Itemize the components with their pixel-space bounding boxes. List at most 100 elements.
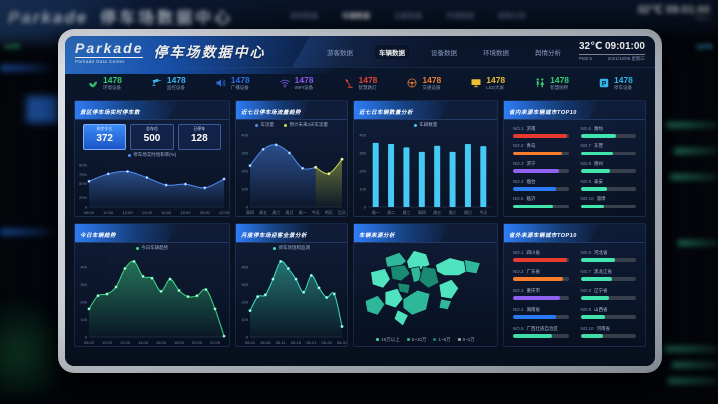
top10-bar-track (580, 296, 636, 300)
stat-value: 1478 (550, 74, 570, 85)
parking-stat-box: 剩余车位 372 (83, 124, 127, 150)
top10-item: NO.7 黑龙江省 (580, 265, 636, 284)
svg-text:周二: 周二 (387, 209, 395, 215)
top10-item: NO.9 山西省 (580, 303, 636, 322)
panels-grid: 景区停车场实时停车数 剩余车位 372 总车位 500 已停车 128 停车场实时饱… (65, 98, 655, 366)
stat-label: 智慧路灯 (358, 84, 377, 90)
shandong-map: 10万以上 5~10万 1~5万 0~1万 (354, 243, 497, 346)
top10-bar-track (580, 187, 636, 191)
panel-title-bar: 近七日车辆数量分析 (354, 101, 497, 120)
legend-dot (406, 338, 410, 341)
top10-bar-track (513, 187, 569, 191)
stat-box-value: 372 (96, 132, 113, 144)
svg-text:200: 200 (359, 169, 366, 174)
background-blur-bar (668, 378, 718, 384)
svg-text:P: P (602, 81, 607, 88)
steering-wheel-icon (407, 78, 417, 88)
nav-item[interactable]: 设备数据 (430, 49, 457, 57)
svg-text:20%: 20% (79, 195, 87, 200)
top10-label: NO.8 德州 (580, 160, 604, 166)
top10-bar-track (513, 204, 569, 209)
monthly-area-chart: 400 300 200 100 0 08-01 08-06 08-11 08-16 08-21 08… (236, 253, 347, 346)
sprout-icon (89, 81, 97, 88)
map-region (402, 289, 431, 316)
svg-text:10:00: 10:00 (102, 340, 113, 345)
monitor-frame: Parkade Parkade Data Center 停车场数据中心 游客数据… (58, 29, 662, 373)
background-title: 停车场数据中心 (100, 10, 234, 27)
nav-item[interactable]: 环境数据 (482, 49, 509, 57)
top10-list-inner: NO.1 济南 NO.2 青岛 NO.3 济宁 NO.4 烟台 NO.5 临沂 NO.6 潍… (504, 120, 645, 216)
top10-bar-fill (513, 258, 567, 262)
svg-text:400: 400 (241, 133, 248, 138)
panel-title: 车辆来源分析 (359, 233, 396, 239)
background-nav-item: 车辆数据 (342, 13, 370, 20)
background-brand: Parkade (8, 8, 89, 27)
top10-bar-fill (513, 277, 563, 281)
top10-bar-fill (580, 315, 606, 319)
top10-bar-track (513, 296, 569, 300)
top10-item: NO.6 潍坊 (580, 123, 636, 141)
svg-text:22:00: 22:00 (219, 210, 229, 215)
main-nav: 游客数据 车辆数据 设备数据 环境数据 舆情分析 (323, 44, 565, 59)
top10-item: NO.8 德州 (580, 158, 636, 176)
background-left-value: 1478 (4, 44, 20, 51)
legend-item: 停车场实时饱和率(%) (127, 152, 176, 158)
svg-text:周六: 周六 (272, 209, 280, 215)
panel-title: 近七日车辆数量分析 (359, 110, 414, 116)
background-nav-item: 环境数据 (446, 13, 474, 20)
svg-text:08-21: 08-21 (306, 340, 317, 345)
svg-text:12:00: 12:00 (123, 210, 134, 215)
top10-bar-fill (513, 296, 560, 300)
top10-bar-track (580, 151, 636, 156)
stat-label: 交通设施 (422, 84, 441, 90)
map-region (434, 257, 471, 277)
temperature: 32℃ (578, 40, 603, 52)
device-stat: 1478 WIFI设备 (279, 76, 314, 91)
top10-label: NO.9 泰安 (580, 178, 604, 184)
background-right-value: 1478 (696, 44, 712, 51)
top10-label: NO.3 济宁 (513, 160, 536, 166)
svg-text:周四: 周四 (418, 209, 426, 215)
top10-item: NO.5 广西壮族自治区 (513, 322, 569, 341)
background-brandline: Parkade 停车场数据中心 (8, 4, 233, 28)
svg-text:08-31: 08-31 (337, 340, 347, 345)
top10-bar-fill (580, 151, 613, 156)
svg-text:20:00: 20:00 (200, 210, 211, 215)
svg-text:90%: 90% (79, 163, 87, 168)
dashboard-header: Parkade Parkade Data Center 停车场数据中心 游客数据… (65, 36, 655, 74)
top10-label: NO.5 临沂 (513, 196, 536, 202)
background-clock: 32℃ 09:01:00 PM2.5 (637, 4, 710, 22)
top10-label: NO.1 济南 (513, 125, 536, 131)
stat-label: 智慧厕所 (550, 84, 569, 90)
legend-item: 车流量 (254, 122, 274, 128)
nav-item[interactable]: 车辆数据 (374, 44, 409, 59)
device-stat: 1478 LED大屏 (470, 76, 505, 91)
svg-text:70%: 70% (79, 172, 87, 177)
panel-monthly: 月度停车场迎客全景分析 停车场饱和监测 400 300 200 100 0 08-01 08… (235, 223, 348, 347)
stat-value: 1478 (230, 74, 250, 85)
top10-bar-fill (513, 334, 552, 338)
stat-label: WIFI设备 (294, 84, 314, 90)
chart-legend: 车辆数量 (354, 120, 497, 130)
top10-item: NO.1 四川省 (513, 246, 569, 265)
svg-text:300: 300 (241, 151, 248, 156)
svg-text:08-26: 08-26 (322, 340, 333, 345)
legend-item: 预计未来3天车流量 (283, 122, 328, 128)
nav-item[interactable]: 舆情分析 (534, 49, 561, 57)
svg-text:16:00: 16:00 (156, 340, 167, 345)
svg-text:0: 0 (364, 205, 367, 210)
top10-label: NO.10 淄博 (580, 196, 606, 202)
stat-box-label: 总车位 (145, 126, 158, 131)
legend-dot (376, 338, 380, 341)
svg-text:今天: 今天 (312, 209, 320, 215)
map-legend-item: 0~1万 (457, 337, 475, 343)
nav-item[interactable]: 游客数据 (326, 49, 353, 57)
map-region (389, 264, 411, 282)
top10-label: NO.1 四川省 (513, 249, 541, 255)
chart-legend: 停车场饱和监测 (236, 243, 347, 253)
today-trend-area-chart: 400 300 200 100 0 08:00 10:00 12:00 14:00 16:00 18… (75, 253, 229, 346)
svg-text:08-01: 08-01 (245, 340, 256, 345)
svg-text:22:00: 22:00 (210, 340, 221, 345)
parking-stat-box: 已停车 128 (177, 124, 221, 150)
